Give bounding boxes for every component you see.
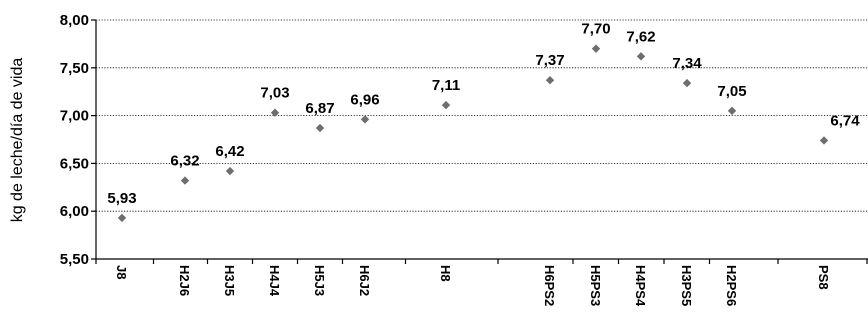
data-point — [225, 166, 235, 176]
y-tick-label: 7,00 — [60, 108, 89, 125]
y-tick-label: 6,00 — [60, 203, 89, 220]
axes — [91, 19, 868, 264]
data-label: 6,96 — [350, 91, 379, 108]
data-label: 5,93 — [107, 190, 136, 207]
x-tick-label: H3PS5 — [679, 265, 694, 306]
data-point — [360, 115, 370, 124]
data-label: 6,87 — [305, 100, 334, 117]
y-axis-label: kg de leche/día de vida — [9, 58, 26, 223]
data-label: 7,11 — [432, 77, 460, 94]
data-point — [636, 52, 646, 61]
data-point — [270, 108, 280, 117]
data-label: 7,70 — [581, 21, 610, 38]
x-tick-label: H3J5 — [222, 265, 237, 296]
data-label: 6,42 — [215, 143, 244, 160]
data-label: 6,32 — [170, 153, 199, 170]
data-point — [117, 213, 127, 223]
x-tick-label: H6J2 — [357, 265, 372, 296]
x-tick-label: H5PS3 — [588, 265, 603, 306]
data-point — [315, 123, 325, 133]
x-tick-label: J8 — [114, 265, 129, 279]
data-point — [180, 176, 190, 185]
x-tick-label: H2PS6 — [724, 265, 739, 306]
x-tick-label: H4PS4 — [633, 265, 648, 307]
data-label: 7,37 — [535, 52, 564, 69]
data-point — [682, 78, 692, 88]
data-label: 6,74 — [830, 112, 860, 129]
data-labels: 5,93 6,32 6,42 7,03 6,87 6,96 7,11 7,37 7,70 7,62… — [107, 21, 860, 207]
x-tick-label: H5J3 — [312, 265, 327, 296]
gridlines — [96, 19, 868, 212]
data-point — [819, 136, 829, 145]
data-points — [117, 44, 829, 223]
data-label: 7,34 — [672, 55, 702, 72]
x-tick-labels: J8 H2J6 H3J5 H4J4 H5J3 H6J2 H8 H6PS2 H5PS3 H4PS4 H… — [114, 265, 831, 307]
y-tick-label: 6,50 — [60, 155, 89, 172]
y-tick-label: 7,50 — [60, 60, 89, 77]
data-point — [441, 100, 451, 110]
data-point — [545, 76, 555, 85]
data-label: 7,03 — [260, 85, 289, 102]
x-tick-label: H4J4 — [267, 265, 282, 297]
data-point — [591, 44, 601, 53]
data-label: 7,62 — [626, 28, 655, 45]
data-point — [727, 106, 737, 116]
y-tick-label: 5,50 — [60, 251, 89, 268]
data-label: 7,05 — [717, 83, 746, 100]
y-tick-label: 8,00 — [60, 12, 89, 29]
x-tick-label: H2J6 — [177, 265, 192, 296]
y-tick-labels: 5,50 6,00 6,50 7,00 7,50 8,00 — [60, 12, 89, 268]
x-tick-label: H6PS2 — [542, 265, 557, 306]
x-tick-label: H8 — [438, 265, 453, 282]
x-tick-label: PS8 — [816, 265, 831, 290]
